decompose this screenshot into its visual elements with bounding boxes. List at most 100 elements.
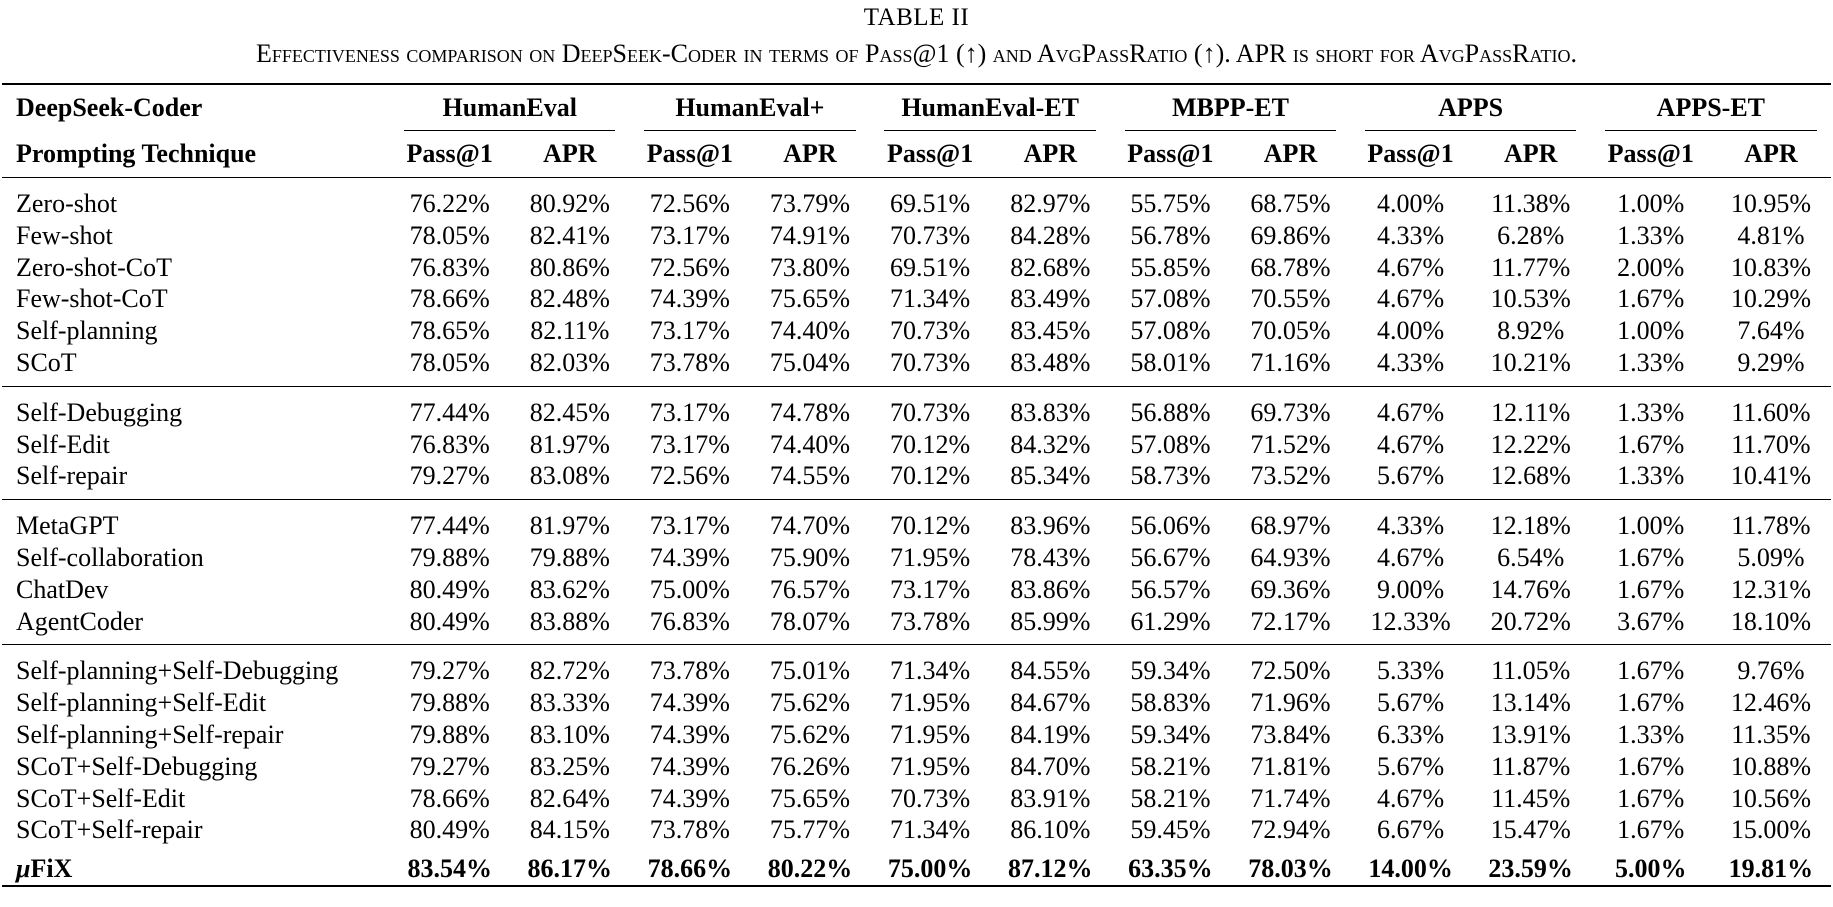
cell-value: 56.57% — [1130, 574, 1211, 604]
cell-value: 84.32% — [1010, 429, 1091, 459]
cell-value: 4.33% — [1377, 220, 1445, 250]
cell-value: 76.22% — [409, 189, 490, 218]
cell-value: 71.95% — [890, 719, 971, 749]
table-row: Self-planning+Self-Debugging 79.27% 82.72%… — [2, 644, 1831, 688]
cell-value: 23.59% — [1470, 853, 1591, 887]
cell-value: 83.62% — [529, 574, 610, 604]
cell-value: 1.33% — [1617, 347, 1685, 377]
cell-value: 71.96% — [1250, 688, 1331, 718]
cell-value: 1.67% — [1617, 429, 1685, 459]
cell-value: 80.86% — [529, 252, 610, 282]
benchmark-humaneval-plus: HumanEval+ — [629, 83, 870, 131]
technique-name: Self-Edit — [16, 429, 110, 459]
cell-value: 1.00% — [1617, 316, 1685, 346]
table-row: AgentCoder 80.49% 83.88% 76.83% 78.07% 73.78%… — [2, 606, 1831, 645]
cell-value: 73.17% — [649, 316, 730, 346]
cell-value: 6.28% — [1497, 220, 1565, 250]
cell-value: 79.88% — [409, 542, 490, 572]
cell-value: 83.48% — [1010, 347, 1091, 377]
cell-value: 12.11% — [1470, 385, 1591, 429]
cell-value: 74.91% — [769, 220, 851, 250]
cell-value: 58.01% — [1130, 347, 1211, 377]
table-row: Self-repair 79.27% 83.08% 72.56% 74.55% 70.12… — [2, 460, 1831, 499]
cell-value: 83.33% — [529, 688, 610, 718]
cell-value: 84.67% — [1010, 688, 1091, 718]
cell-value: 83.54% — [389, 853, 510, 887]
cell-value: 11.77% — [1491, 252, 1571, 282]
cell-value: 79.88% — [409, 688, 490, 718]
cell-value: 9.00% — [1377, 574, 1445, 604]
cell-value: 71.34% — [870, 644, 991, 688]
cell-value: 55.75% — [1130, 189, 1211, 218]
cell-value: 79.27% — [409, 751, 490, 781]
cell-value: 70.55% — [1250, 284, 1331, 314]
benchmark-humaneval: HumanEval — [389, 83, 630, 131]
cell-value: 58.73% — [1130, 461, 1211, 491]
technique-name: Zero-shot — [16, 189, 118, 218]
benchmark-label: MBPP-ET — [1124, 88, 1337, 131]
cell-value: 82.72% — [509, 644, 630, 688]
cell-value: 79.27% — [389, 644, 510, 688]
cell-value: 6.67% — [1377, 815, 1445, 845]
cell-value: 81.97% — [509, 499, 630, 542]
cell-value: 9.29% — [1737, 347, 1805, 377]
cell-value: 5.00% — [1590, 853, 1711, 887]
cell-value: 76.83% — [409, 252, 490, 282]
cell-value: 86.17% — [509, 853, 630, 887]
cell-value: 1.33% — [1617, 461, 1685, 491]
cell-value: 71.74% — [1250, 783, 1331, 813]
cell-value: 75.04% — [769, 347, 851, 377]
cell-value: 12.18% — [1470, 499, 1591, 542]
table-row: SCoT+Self-Edit 78.66% 82.64% 74.39% 75.65% 70… — [2, 783, 1831, 815]
cell-value: 11.38% — [1491, 189, 1571, 218]
cell-value: 18.10% — [1730, 606, 1811, 636]
cell-value: 70.73% — [890, 316, 971, 346]
metric-header: Pass@1 — [1110, 131, 1231, 178]
technique-name: Self-Debugging — [2, 385, 390, 429]
table-row: Self-Edit 76.83% 81.97% 73.17% 74.40% 70.12% 8… — [2, 429, 1831, 461]
benchmark-mbpp-et: MBPP-ET — [1110, 83, 1351, 131]
cell-value: 8.92% — [1497, 316, 1565, 346]
cell-value: 10.41% — [1730, 461, 1811, 491]
cell-value: 70.12% — [890, 461, 971, 491]
cell-value: 74.39% — [649, 719, 730, 749]
mu-symbol: μ — [16, 854, 31, 884]
table-row-mufix: μFiX 83.54% 86.17% 78.66% 80.22% 75.00% … — [2, 853, 1831, 887]
cell-value: 75.90% — [769, 542, 851, 572]
metric-header: Pass@1 — [629, 131, 750, 178]
cell-value: 72.56% — [649, 189, 730, 218]
table-row: Zero-shot 76.22% 80.92% 72.56% 73.79% 69.51% 8… — [2, 178, 1831, 220]
technique-name: Few-shot-CoT — [16, 284, 168, 314]
cell-value: 73.17% — [649, 429, 730, 459]
cell-value: 78.66% — [629, 853, 750, 887]
cell-value: 82.68% — [1010, 252, 1091, 282]
cell-value: 19.81% — [1710, 853, 1831, 887]
cell-value: 74.70% — [749, 499, 870, 542]
cell-value: 83.25% — [529, 751, 610, 781]
cell-value: 1.00% — [1590, 499, 1711, 542]
cell-value: 73.78% — [890, 606, 971, 636]
cell-value: 12.33% — [1370, 606, 1451, 636]
cell-value: 2.00% — [1617, 252, 1685, 282]
cell-value: 15.00% — [1730, 815, 1811, 845]
technique-name: SCoT+Self-repair — [16, 815, 203, 845]
cell-value: 83.45% — [1010, 316, 1091, 346]
cell-value: 59.45% — [1130, 815, 1211, 845]
cell-value: 58.21% — [1130, 751, 1211, 781]
table-row: Self-Debugging 77.44% 82.45% 73.17% 74.78% 70… — [2, 385, 1831, 429]
cell-value: 4.67% — [1377, 783, 1445, 813]
cell-value: 78.05% — [409, 347, 490, 377]
cell-value: 83.49% — [1010, 284, 1091, 314]
cell-value: 83.83% — [990, 385, 1111, 429]
cell-value: 56.67% — [1130, 542, 1211, 572]
cell-value: 73.17% — [649, 220, 730, 250]
cell-value: 82.41% — [529, 220, 610, 250]
cell-value: 13.14% — [1490, 688, 1571, 718]
cell-value: 68.78% — [1250, 252, 1331, 282]
cell-value: 79.88% — [529, 542, 610, 572]
cell-value: 1.33% — [1617, 220, 1685, 250]
technique-label: Prompting Technique — [2, 131, 390, 178]
cell-value: 4.00% — [1377, 189, 1445, 218]
cell-value: 10.95% — [1730, 189, 1811, 218]
cell-value: 1.67% — [1617, 284, 1685, 314]
